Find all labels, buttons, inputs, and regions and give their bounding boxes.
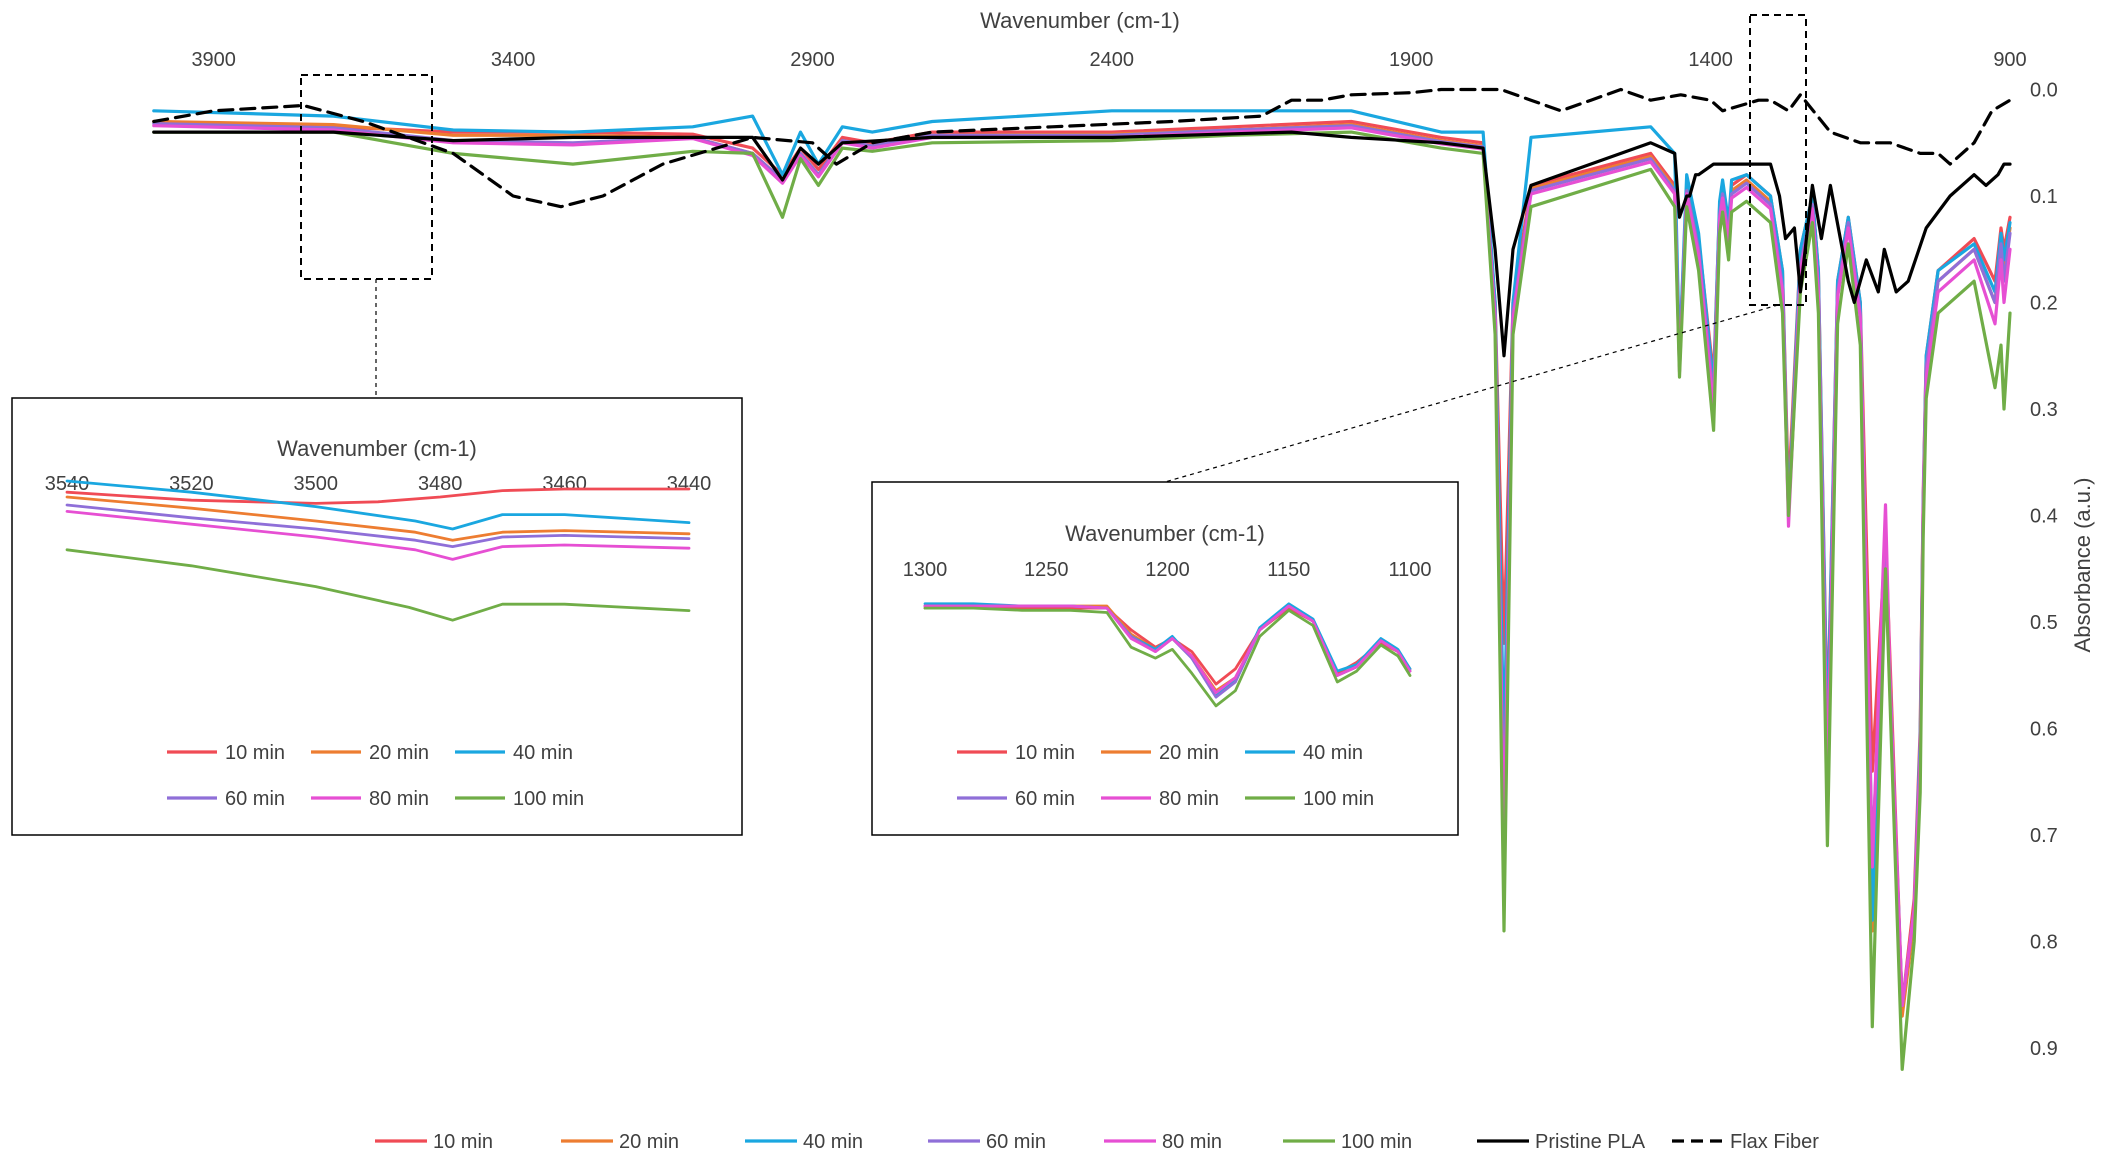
y-tick-label: 0.9 — [2030, 1038, 2058, 1060]
x-tick-label: 3900 — [191, 49, 236, 71]
inset-right-legend-label-60-min: 60 min — [1015, 788, 1075, 810]
y-tick-label: 0.5 — [2030, 612, 2058, 634]
legend-label-40-min: 40 min — [803, 1131, 863, 1150]
inset-right-series-80-min — [923, 604, 1412, 695]
inset-left-xlabel: Wavenumber (cm-1) — [277, 436, 477, 461]
x-tick-label: 1900 — [1389, 49, 1434, 71]
main-legend: 10 min 20 min 40 min 60 min 80 min 100 min Pri… — [375, 1131, 1819, 1150]
y-tick-label: 0.8 — [2030, 932, 2058, 954]
legend-label-flax-fiber: Flax Fiber — [1730, 1131, 1819, 1150]
legend-label-pristine-pla: Pristine PLA — [1535, 1131, 1646, 1150]
inset-left-series-80-min — [65, 509, 691, 561]
legend-label-80-min: 80 min — [1162, 1131, 1222, 1150]
inset-right-legend-label-100-min: 100 min — [1303, 788, 1374, 810]
inset-right-xlabel: Wavenumber (cm-1) — [1065, 521, 1265, 546]
legend-label-10-min: 10 min — [433, 1131, 493, 1150]
legend-label-100-min: 100 min — [1341, 1131, 1412, 1150]
inset-left-legend-label-20-min: 20 min — [369, 742, 429, 764]
inset-right-x-tick-label: 1100 — [1388, 559, 1431, 581]
y-tick-label: 0.1 — [2030, 186, 2058, 208]
x-tick-label: 2900 — [790, 49, 835, 71]
y-tick-label: 0.0 — [2030, 80, 2058, 102]
inset-left-legend-label-10-min: 10 min — [225, 742, 285, 764]
inset-right-x-tick-label: 1250 — [1024, 559, 1069, 581]
inset-right-series-100-min — [923, 606, 1412, 708]
main-series-group — [152, 87, 2012, 1071]
inset-left-series-20-min — [65, 495, 691, 542]
inset-left-series-60-min — [65, 503, 691, 548]
inset-right-x-tick-label: 1150 — [1267, 559, 1310, 581]
inset-left-legend-label-40-min: 40 min — [513, 742, 573, 764]
inset-left-frame — [11, 397, 743, 836]
legend-label-20-min: 20 min — [619, 1131, 679, 1150]
inset-right-x-tick-label: 1200 — [1145, 559, 1190, 581]
inset-left-series-group — [65, 479, 691, 622]
inset-left-legend-label-100-min: 100 min — [513, 788, 584, 810]
inset-left-series-40-min — [65, 479, 691, 531]
inset-left-axes: 3540 3520 3500 3480 3460 3440 — [45, 473, 712, 495]
inset-left-x-tick-label: 3460 — [542, 473, 587, 495]
inset-left-legend-label-60-min: 60 min — [225, 788, 285, 810]
y-axis-title: Absorbance (a.u.) — [2070, 478, 2095, 653]
inset-left-series-10-min — [65, 487, 691, 505]
inset-right-legend-label-40-min: 40 min — [1303, 742, 1363, 764]
x-tick-label: 1400 — [1688, 49, 1733, 71]
inset-left-x-tick-label: 3500 — [294, 473, 339, 495]
inset-left-x-tick-label: 3520 — [169, 473, 214, 495]
inset-left-x-tick-label: 3480 — [418, 473, 463, 495]
y-tick-label: 0.7 — [2030, 825, 2058, 847]
y-tick-label: 0.4 — [2030, 506, 2058, 528]
inset-left-x-tick-label: 3540 — [45, 473, 90, 495]
inset-right-axes: 1300 1250 1200 1150 1100 — [903, 559, 1432, 581]
connector-right — [1164, 304, 1779, 483]
main-series-100-min — [152, 130, 2012, 1071]
main-series-flax-fiber — [152, 87, 2012, 209]
y-tick-label: 0.6 — [2030, 719, 2058, 741]
inset-left-legend: 10 min 20 min 40 min 60 min 80 min 100 min — [167, 742, 584, 810]
inset-left-series-100-min — [65, 548, 691, 622]
y-tick-label: 0.2 — [2030, 293, 2058, 315]
x-tick-label: 2400 — [1090, 49, 1135, 71]
inset-right-legend-label-10-min: 10 min — [1015, 742, 1075, 764]
inset-left-legend-label-80-min: 80 min — [369, 788, 429, 810]
inset-right-legend: 10 min 20 min 40 min 60 min 80 min 100 min — [957, 742, 1374, 810]
x-tick-label: 3400 — [491, 49, 536, 71]
inset-right-legend-label-20-min: 20 min — [1159, 742, 1219, 764]
inset-right-series-10-min — [923, 606, 1412, 686]
inset-left-x-tick-label: 3440 — [667, 473, 712, 495]
zoom-connectors — [375, 279, 1779, 483]
x-tick-label: 900 — [1993, 49, 2026, 71]
inset-right-x-tick-label: 1300 — [903, 559, 948, 581]
y-tick-label: 0.3 — [2030, 399, 2058, 421]
legend-label-60-min: 60 min — [986, 1131, 1046, 1150]
x-axis-title: Wavenumber (cm-1) — [980, 8, 1180, 33]
inset-right-series-group — [923, 602, 1412, 708]
inset-right-legend-label-80-min: 80 min — [1159, 788, 1219, 810]
zoom-box-left — [300, 74, 433, 280]
